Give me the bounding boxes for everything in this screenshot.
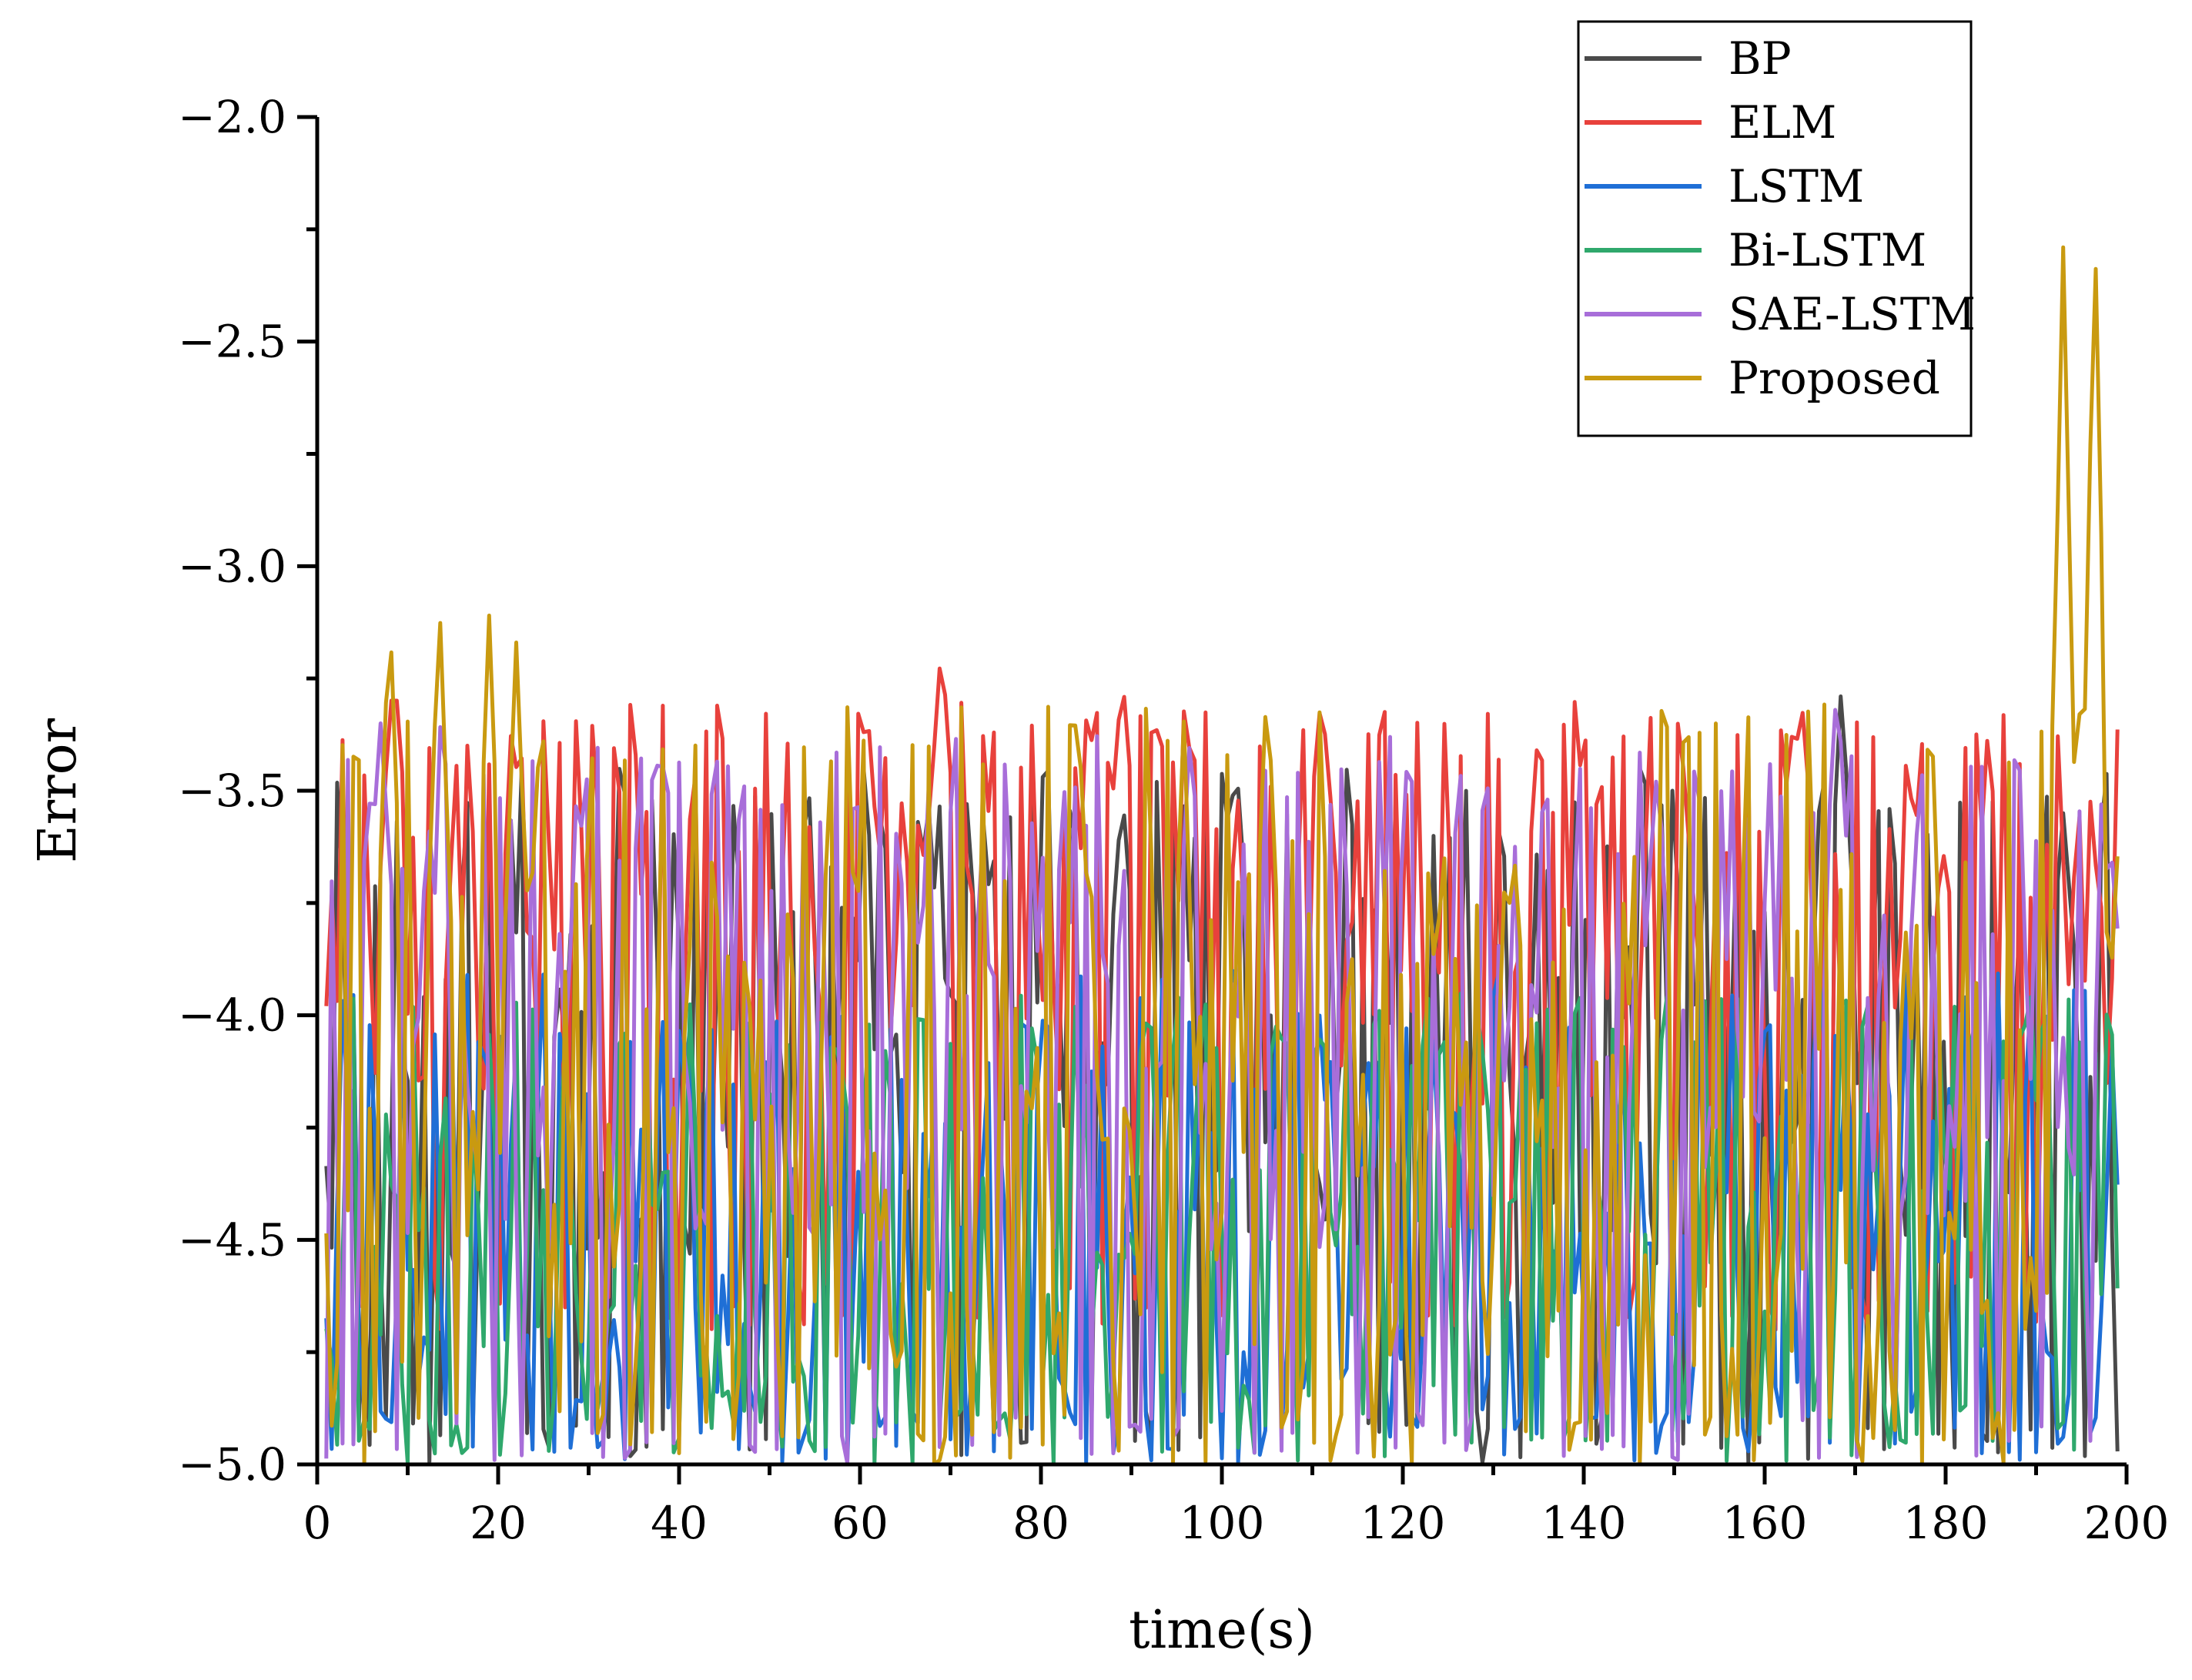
y-tick-label: −2.0	[178, 91, 286, 143]
series-line-proposed	[324, 245, 2120, 1466]
legend-label-proposed: Proposed	[1729, 352, 1940, 404]
x-tick-label: 180	[1903, 1497, 1989, 1549]
x-tick-label: 120	[1360, 1497, 1446, 1549]
x-tick-label: 0	[303, 1497, 332, 1549]
legend-label-bp: BP	[1729, 32, 1792, 85]
y-axis-title: Error	[28, 718, 89, 863]
tick-labels: 0 20 40 60 80 100 120 140 160 180 200 −5.0 −4.5 −4.0 −…	[178, 91, 2169, 1549]
series-line-sae-lstm	[324, 708, 2120, 1465]
x-axis-title: time(s)	[1129, 1600, 1315, 1661]
x-tick-label: 100	[1180, 1497, 1265, 1549]
x-tick-label: 40	[651, 1497, 708, 1549]
y-tick-label: −3.5	[178, 765, 286, 817]
x-tick-label: 140	[1541, 1497, 1627, 1549]
y-tick-label: −4.0	[178, 989, 286, 1042]
y-tick-label: −4.5	[178, 1213, 286, 1266]
legend-label-elm: ELM	[1729, 96, 1836, 149]
legend-box	[1577, 20, 1973, 437]
legend-label-bi-lstm: Bi-LSTM	[1729, 224, 1926, 276]
x-tick-label: 200	[2084, 1497, 2170, 1549]
y-tick-label: −5.0	[178, 1438, 286, 1491]
x-tick-label: 60	[832, 1497, 889, 1549]
plot-area	[324, 245, 2120, 1466]
tick-marks	[297, 115, 2129, 1484]
x-tick-label: 160	[1722, 1497, 1808, 1549]
legend-label-lstm: LSTM	[1729, 160, 1864, 213]
legend-label-sae-lstm: SAE-LSTM	[1729, 288, 1976, 340]
y-tick-label: −3.0	[178, 540, 286, 592]
legend: BP ELM LSTM Bi-LSTM SAE-LSTM Proposed	[1577, 20, 1976, 437]
y-tick-label: −2.5	[178, 316, 286, 368]
x-tick-label: 80	[1012, 1497, 1069, 1549]
x-tick-label: 20	[470, 1497, 527, 1549]
